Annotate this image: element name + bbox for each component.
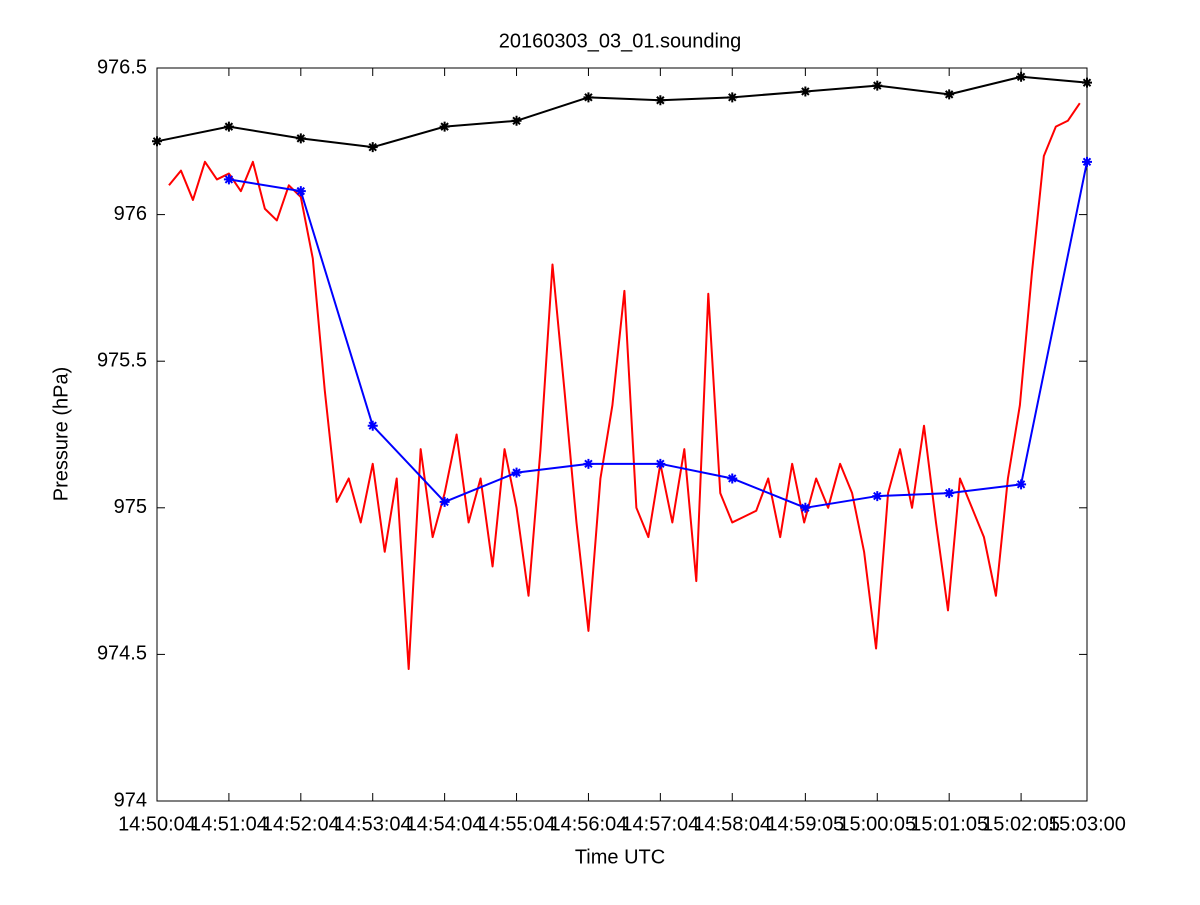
marker [223,121,234,132]
x-tick-label: 14:57:04 [621,813,699,835]
marker [367,142,378,153]
y-tick-label: 975.5 [97,349,147,371]
marker [295,133,306,144]
marker [1016,71,1027,82]
marker [655,95,666,106]
x-tick-label: 14:53:04 [334,813,412,835]
marker [295,186,306,197]
x-tick-label: 15:03:00 [1048,813,1126,835]
x-tick-label: 14:54:04 [406,813,484,835]
marker [511,115,522,126]
marker [727,92,738,103]
y-axis-label: Pressure (hPa) [50,367,72,502]
marker [800,502,811,513]
marker [727,473,738,484]
marker [439,121,450,132]
marker [583,458,594,469]
marker [1082,77,1092,88]
marker [872,80,883,91]
y-tick-label: 974 [114,789,147,811]
y-tick-label: 976.5 [97,56,147,78]
x-tick-label: 14:59:05 [766,813,844,835]
x-tick-label: 14:52:04 [262,813,340,835]
y-tick-label: 974.5 [97,643,147,665]
x-tick-label: 14:56:04 [550,813,628,835]
marker [800,86,811,97]
marker [152,136,162,147]
marker [944,488,955,499]
x-tick-label: 14:51:04 [190,813,268,835]
plot-area [156,67,1088,802]
chart-title: 20160303_03_01.sounding [499,30,741,52]
x-tick-label: 14:50:04 [118,813,196,835]
marker [583,92,594,103]
y-tick-label: 976 [114,203,147,225]
marker [944,89,955,100]
x-tick-label: 15:01:05 [910,813,988,835]
series-line [168,102,1081,671]
marker [367,420,378,431]
x-tick-label: 15:00:05 [838,813,916,835]
marker [439,496,450,507]
marker [511,467,522,478]
marker [1082,156,1092,167]
x-axis-label: Time UTC [575,846,665,868]
marker [655,458,666,469]
marker [223,174,234,185]
x-tick-label: 14:55:04 [478,813,556,835]
x-tick-label: 15:02:05 [982,813,1060,835]
y-tick-label: 975 [114,496,147,518]
marker [872,491,883,502]
marker [1016,479,1027,490]
x-tick-label: 14:58:04 [693,813,771,835]
series-line [156,75,1088,149]
